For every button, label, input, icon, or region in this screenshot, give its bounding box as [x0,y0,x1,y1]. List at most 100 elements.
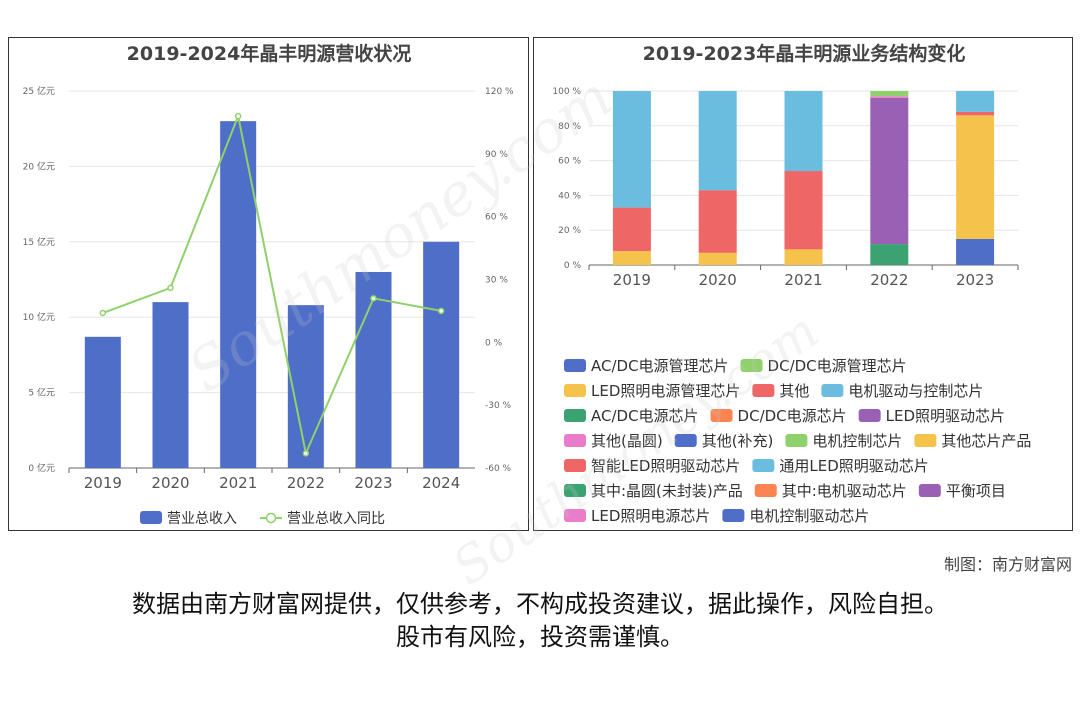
chart-title: 2019-2023年晶丰明源业务结构变化 [643,42,966,65]
stack-segment [870,96,909,98]
legend-label: 平衡项目 [946,482,1006,500]
stack-segment [956,111,995,116]
legend-label: 其他(晶圆) [591,432,663,450]
bar-revenue [220,121,257,468]
legend-label: AC/DC电源管理芯片 [591,357,729,375]
y-left-tick-label: 15 亿元 [23,236,55,248]
legend-label: 电机控制芯片 [812,432,902,450]
stack-segment [956,115,995,239]
legend-swatch [564,359,586,372]
legend-swatch-point [265,512,277,524]
x-tick-label: 2021 [219,474,257,492]
stack-segment [870,97,909,245]
structure-chart-panel: 2019-2023年晶丰明源业务结构变化 0 % 20 % 40 % 60 % 80 % 1… [533,37,1073,531]
legend-swatch [564,484,586,497]
legend-label: LED照明电源管理芯片 [591,382,740,400]
legend-label: 其中:电机驱动芯片 [782,482,907,500]
disclaimer-line-2: 股市有风险，投资需谨慎。 [396,623,684,651]
x-tick-label: 2023 [354,474,392,492]
point-revenue-yoy [437,307,445,315]
y-tick-label: 0 % [564,261,582,271]
legend-swatch [918,484,941,497]
y-left-tick-label: 10 亿元 [23,311,55,323]
legend-swatch [752,384,775,397]
x-tick-label: 2021 [784,271,822,289]
point-revenue-yoy [302,450,310,457]
legend-swatch [914,434,937,447]
legend-label: DC/DC电源管理芯片 [768,357,907,375]
bar-revenue [287,305,324,468]
legend-swatch-bar [140,511,162,524]
x-tick-label: 2022 [287,474,325,492]
stack-segment [784,91,823,172]
legend-label: 营业总收入 [167,511,237,527]
disclaimer-line-1: 数据由南方财富网提供，仅供参考，不构成投资建议，据此操作，风险自担。 [132,590,948,618]
stack-segment [612,207,651,252]
x-tick-label: 2024 [422,474,460,492]
point-revenue-yoy [167,284,174,292]
y-tick-label: 20 % [558,226,581,236]
y-left-tick-label: 5 亿元 [28,387,55,399]
legend-label: 其中:晶圆(未封装)产品 [591,482,743,500]
legend-swatch [722,509,745,522]
revenue-chart: 2019-2024年晶丰明源营收状况 0 亿元 5 亿元 10 亿元 15 亿元 20 亿… [23,42,514,527]
bar-revenue [355,271,392,468]
legend-label: 其他 [779,382,809,400]
legend-label: LED照明电源芯片 [591,507,710,525]
legend-swatch [564,459,586,472]
line-revenue-yoy [102,112,442,457]
legend-label: 营业总收入同比 [287,511,385,527]
x-tick-label: 2023 [956,271,994,289]
legend-label: 其他芯片产品 [941,432,1031,450]
legend-label: 通用LED照明驱动芯片 [779,457,928,475]
x-tick-label: 2019 [84,474,122,492]
y-left-tick-label: 20 亿元 [23,160,55,172]
chart-credit: 制图：南方财富网 [943,555,1072,574]
x-tick-label: 2019 [613,271,651,289]
y-right-tick-label: 0 % [485,338,503,348]
stack-segment [698,252,737,265]
point-revenue-yoy [99,309,107,317]
revenue-chart-panel: 2019-2024年晶丰明源营收状况 0 亿元 5 亿元 10 亿元 15 亿元 20 亿… [8,37,529,531]
legend-swatch [564,409,586,422]
chart-title: 2019-2024年晶丰明源营收状况 [127,42,412,65]
legend-swatch [785,434,808,447]
legend-swatch [754,484,777,497]
y-right-tick-label: -30 % [485,401,512,411]
legend-swatch [564,384,586,397]
stack-segment [612,251,651,265]
legend-label: DC/DC电源芯片 [738,407,847,425]
legend-swatch [752,459,775,472]
point-revenue-yoy [370,295,377,302]
y-left-tick-label: 0 亿元 [28,462,55,474]
legend-swatch [740,359,763,372]
bar-revenue [84,336,121,468]
legend-label: 电机控制驱动芯片 [749,507,869,525]
bar-revenue [152,302,189,468]
stack-segment [870,91,909,97]
legend-swatch [564,434,586,447]
stack-segment [784,171,823,250]
legend-swatch [821,384,844,397]
stack-segment [956,238,995,265]
stack-segment [870,244,909,265]
y-right-tick-label: 90 % [485,150,508,160]
y-right-tick-label: 60 % [485,213,508,223]
stack-segment [612,91,651,208]
x-tick-label: 2022 [870,271,908,289]
stack-segment [698,91,737,191]
y-tick-label: 80 % [558,122,581,132]
legend-label: 电机驱动与控制芯片 [848,382,983,400]
legend-swatch [674,434,697,447]
stack-segment [956,91,995,112]
y-tick-label: 40 % [558,191,581,201]
y-right-tick-label: 120 % [485,87,514,97]
legend-label: 其他(补充) [702,432,774,450]
y-right-tick-label: 30 % [485,276,508,286]
y-tick-label: 100 % [552,87,581,97]
stack-segment [784,249,823,265]
point-revenue-yoy [234,112,242,120]
y-left-tick-label: 25 亿元 [23,85,55,97]
legend-label: AC/DC电源芯片 [591,407,699,425]
bar-revenue [423,241,460,468]
